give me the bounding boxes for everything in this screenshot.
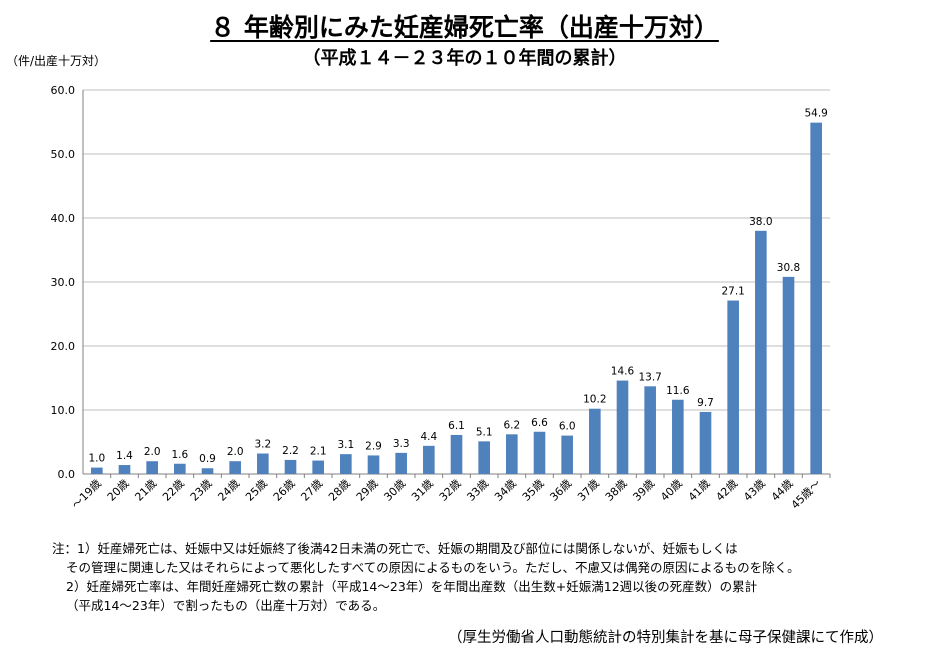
bar [367,455,380,474]
bar [478,441,490,474]
y-axis-unit-label: （件/出産十万対） [6,54,107,68]
data-label: 3.2 [254,439,271,451]
bar [284,459,297,474]
data-label: 9.7 [697,397,714,409]
data-label: 11.6 [666,385,690,397]
data-label: 6.1 [448,420,465,432]
x-tick-label: 20歳 [105,477,132,504]
notes: 注：1）妊産婦死亡は、妊娠中又は妊娠終了後満42日未満の死亡で、妊娠の期間及び部… [52,539,800,615]
data-label: 3.3 [393,438,410,450]
y-tick-label: 20.0 [51,340,76,353]
note-line-1: 注：1）妊産婦死亡は、妊娠中又は妊娠終了後満42日未満の死亡で、妊娠の期間及び部… [52,541,738,556]
bar [229,461,241,474]
bar [395,452,407,474]
x-tick-label: 31歳 [409,477,436,504]
data-label: 2.2 [282,445,299,457]
data-label: 38.0 [749,216,772,228]
data-label: 10.2 [583,394,606,406]
bar [312,460,324,474]
data-label: 1.4 [116,450,133,462]
note-line-4: （平成14～23年）で割ったもの（出産十万対）である。 [66,598,386,613]
bar [450,434,463,474]
x-tick-label: 39歳 [630,477,657,504]
data-label: 2.1 [310,446,327,458]
data-label: 3.1 [337,439,354,451]
note-line-3: 2）妊産婦死亡率は、年間妊産婦死亡数の累計（平成14～23年）を年間出産数（出生… [66,579,758,594]
data-label: 54.9 [804,108,827,120]
chart-title: ８ 年齢別にみた妊産婦死亡率（出産十万対） [210,13,719,42]
bar [589,408,601,474]
x-tick-label: 42歳 [713,477,740,504]
data-label: 2.9 [365,440,382,452]
bar [146,461,158,474]
x-tick-label: 24歳 [215,477,242,504]
y-tick-label: 60.0 [51,84,76,97]
x-tick-label: 22歳 [160,477,187,504]
bar [644,386,656,474]
bar [340,454,352,474]
x-tick-label: 32歳 [437,477,464,504]
x-tick-label: 40歳 [658,477,685,504]
x-tick-label: 35歳 [520,477,547,504]
x-tick-label: 29歳 [354,477,381,504]
data-label: 13.7 [638,371,661,383]
x-tick-label: 36歳 [547,477,574,504]
data-label: 30.8 [777,262,800,274]
x-tick-label: 21歳 [132,477,159,504]
y-tick-label: 50.0 [51,148,76,161]
bar [755,230,767,474]
x-tick-label: 34歳 [492,477,519,504]
data-label: 2.0 [227,446,244,458]
chart-subtitle: （平成１４－２３年の１０年間の累計） [302,48,627,69]
x-tick-label: 45歳～ [789,477,824,512]
bar [727,300,739,474]
bar [506,434,518,474]
x-tick-label: 38歳 [603,477,630,504]
y-tick-label: 30.0 [51,276,76,289]
bar [810,122,822,474]
y-tick-label: 0.0 [58,468,76,481]
data-label: 5.1 [476,426,493,438]
source-note: （厚生労働省人口動態統計の特別集計を基に母子保健課にて作成） [448,630,883,646]
bar [174,463,186,474]
data-label: 0.9 [199,453,216,465]
x-tick-label: 27歳 [298,477,325,504]
x-tick-label: 43歳 [741,477,768,504]
data-label: 4.4 [420,431,437,443]
data-label: 27.1 [721,286,744,298]
bar [561,435,573,474]
bar [257,453,269,474]
data-label: 6.2 [503,419,520,431]
data-label: 14.6 [611,366,635,378]
data-label: 1.0 [88,453,105,465]
x-tick-label: ～19歳 [69,477,104,512]
x-tick-label: 30歳 [381,477,408,504]
data-label: 1.6 [171,449,188,461]
bar [782,276,795,474]
bar [616,380,629,474]
bar [533,431,546,474]
data-label: 2.0 [144,446,161,458]
note-line-2: その管理に関連した又はそれらによって悪化したすべての原因によるものをいう。ただし… [66,560,800,575]
bar-chart: 0.0 10.0 20.0 30.0 40.0 50.0 60.0 1.0 ～19歳 1.4 20歳… [51,84,831,512]
x-tick-label: 28歳 [326,477,353,504]
y-tick-label: 10.0 [51,404,76,417]
x-tick-label: 41歳 [686,477,713,504]
bar [423,445,435,474]
x-tick-label: 25歳 [243,477,270,504]
bar [672,399,684,474]
x-tick-label: 26歳 [271,477,298,504]
x-tick-label: 37歳 [575,477,602,504]
bar [699,411,712,474]
x-tick-label: 23歳 [188,477,215,504]
bar [201,468,214,474]
bar [118,465,131,474]
y-tick-label: 40.0 [51,212,76,225]
data-label: 6.6 [531,417,548,429]
bar [91,467,103,474]
data-label: 6.0 [559,421,576,433]
x-tick-label: 33歳 [464,477,491,504]
